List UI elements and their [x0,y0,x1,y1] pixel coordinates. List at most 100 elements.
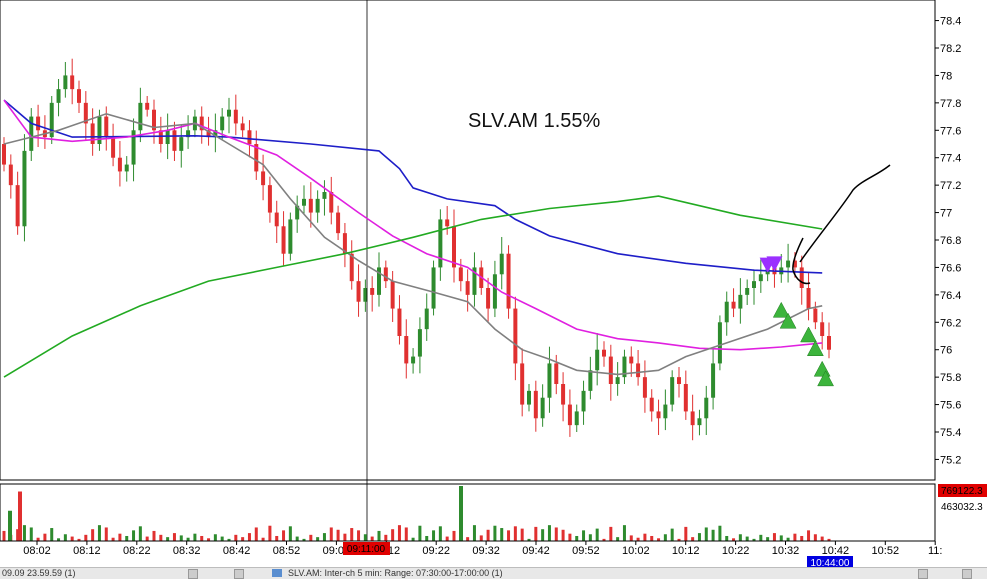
candle-body[interactable] [240,123,245,131]
candle-body[interactable] [513,308,518,364]
candle-body[interactable] [724,301,729,323]
candle-body[interactable] [49,102,54,138]
candle-body[interactable] [431,267,436,309]
candle-body[interactable] [452,226,456,268]
candle-body[interactable] [540,397,545,419]
price-y-axis[interactable]: 78.4 78.2 78 77.8 77.6 77.4 77.2 77 76.8 76.6 76.4… [935,16,987,513]
candle-body[interactable] [411,356,416,364]
candle-body[interactable] [90,123,95,144]
candle-body[interactable] [233,109,238,124]
candle-body[interactable] [302,198,306,206]
candle-body[interactable] [465,281,470,295]
candle-body[interactable] [247,130,252,144]
candle-body[interactable] [704,397,709,419]
candle-body[interactable] [308,198,313,213]
candle-body[interactable] [254,144,259,172]
candle-body[interactable] [520,363,525,405]
candle-body[interactable] [786,260,791,268]
candle-body[interactable] [77,89,81,103]
buy-marker[interactable] [813,360,831,377]
candle-body[interactable] [554,363,559,384]
candle-body[interactable] [642,377,647,398]
candle-body[interactable] [29,116,34,151]
candle-body[interactable] [820,322,825,336]
candle-body[interactable] [656,411,661,419]
candle-body[interactable] [383,267,388,282]
candle-body[interactable] [499,253,504,275]
candle-body[interactable] [506,253,511,309]
candle-body[interactable] [486,288,491,309]
sell-marker[interactable] [766,256,783,272]
candle-body[interactable] [356,281,361,302]
candle-body[interactable] [813,308,818,323]
candle-body[interactable] [615,377,620,384]
candle-body[interactable] [261,171,266,186]
candle-body[interactable] [124,164,129,172]
candle-body[interactable] [445,219,450,227]
candle-body[interactable] [288,219,293,254]
candle-body[interactable] [629,356,634,364]
candle-body[interactable] [56,89,61,103]
candle-body[interactable] [622,356,627,378]
candle-body[interactable] [677,377,681,384]
candle-body[interactable] [745,288,750,295]
candle-body[interactable] [131,130,136,165]
candle-body[interactable] [527,390,531,405]
candle-body[interactable] [697,418,702,426]
candle-body[interactable] [104,116,109,138]
candle-body[interactable] [315,198,320,213]
candle-body[interactable] [588,370,593,391]
candle-body[interactable] [758,274,763,282]
candle-body[interactable] [663,404,668,419]
candle-body[interactable] [213,130,218,138]
candle-body[interactable] [152,109,156,131]
candle-body[interactable] [602,349,606,357]
candle-body[interactable] [15,185,20,227]
candle-body[interactable] [179,137,184,151]
candle-body[interactable] [227,109,231,117]
candle-body[interactable] [70,75,75,90]
buy-marker[interactable] [817,370,835,387]
candle-body[interactable] [752,281,756,288]
candle-body[interactable] [63,75,68,90]
candle-body[interactable] [649,397,654,412]
candle-body[interactable] [281,226,286,254]
candle-body[interactable] [138,102,143,131]
buy-marker[interactable] [772,301,790,318]
candle-body[interactable] [117,157,122,172]
candle-body[interactable] [363,288,368,302]
candle-body[interactable] [438,219,443,268]
candle-body[interactable] [472,267,477,295]
candle-body[interactable] [111,137,116,158]
candle-body[interactable] [690,411,695,426]
candle-body[interactable] [533,390,538,419]
candle-body[interactable] [670,377,675,405]
chart-tab-label[interactable]: SLV.AM: Inter-ch 5 min: Range: 07:30:00-… [288,568,503,578]
candle-body[interactable] [390,281,395,309]
candle-body[interactable] [165,130,170,144]
candle-body[interactable] [8,164,13,186]
candle-body[interactable] [2,144,6,165]
candle-body[interactable] [145,102,150,110]
candle-body[interactable] [595,349,600,371]
candle-body[interactable] [424,308,429,330]
candle-body[interactable] [547,363,552,398]
candle-body[interactable] [220,116,225,131]
candle-body[interactable] [458,267,463,282]
candle-body[interactable] [186,130,191,138]
candle-body[interactable] [827,336,831,350]
candle-body[interactable] [329,192,334,213]
candle-body[interactable] [370,288,375,295]
candle-body[interactable] [397,308,402,336]
candle-body[interactable] [731,301,736,309]
candle-body[interactable] [561,384,566,405]
candle-body[interactable] [792,260,797,268]
candle-body[interactable] [806,288,811,309]
candle-body[interactable] [172,130,177,151]
candle-body[interactable] [738,294,743,309]
candle-body[interactable] [492,274,497,309]
candle-body[interactable] [404,336,409,364]
candle-body[interactable] [206,130,211,138]
time-x-axis[interactable]: 08:0208:1208:2208:3208:4208:5209:0209:12… [0,540,942,569]
